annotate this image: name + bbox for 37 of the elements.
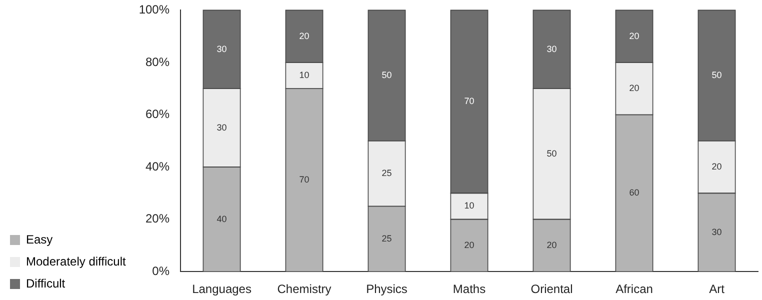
- x-tick-label: Oriental: [530, 282, 573, 296]
- data-label: 10: [464, 200, 474, 211]
- data-label: 70: [464, 96, 474, 106]
- data-label: 50: [546, 148, 557, 158]
- data-label: 70: [299, 174, 310, 185]
- data-label: 30: [216, 122, 227, 132]
- data-label: 50: [382, 70, 392, 80]
- data-label: 40: [216, 214, 227, 224]
- data-label: 25: [382, 168, 392, 178]
- data-label: 20: [629, 30, 640, 41]
- y-tick-label: 80%: [145, 54, 170, 69]
- legend-label: Difficult: [26, 276, 66, 290]
- y-tick-label: 20%: [145, 212, 170, 226]
- x-tick-label: Languages: [192, 282, 252, 296]
- y-tick-label: 40%: [145, 159, 170, 174]
- data-label: 10: [299, 70, 310, 80]
- data-label: 20: [299, 30, 310, 41]
- data-label: 20: [629, 83, 640, 94]
- data-label: 20: [464, 240, 474, 250]
- x-tick-label: Physics: [366, 282, 408, 296]
- y-tick-label: 100%: [138, 2, 170, 17]
- legend-label: Easy: [26, 232, 53, 246]
- data-label: 20: [712, 162, 722, 172]
- data-label: 30: [546, 44, 557, 54]
- x-tick-label: Chemistry: [277, 282, 332, 296]
- y-tick-label: 0%: [152, 264, 170, 278]
- data-label: 30: [712, 226, 722, 237]
- data-label: 50: [712, 70, 722, 80]
- y-tick-label: 60%: [145, 107, 170, 122]
- data-label: 20: [546, 240, 557, 250]
- data-label: 60: [629, 188, 640, 198]
- legend-label: Moderately difficult: [26, 254, 126, 268]
- x-tick-label: Maths: [452, 282, 486, 296]
- x-tick-label: African: [616, 282, 653, 296]
- data-label: 25: [382, 233, 392, 244]
- x-tick-label: Art: [709, 282, 726, 296]
- data-label: 30: [216, 44, 227, 54]
